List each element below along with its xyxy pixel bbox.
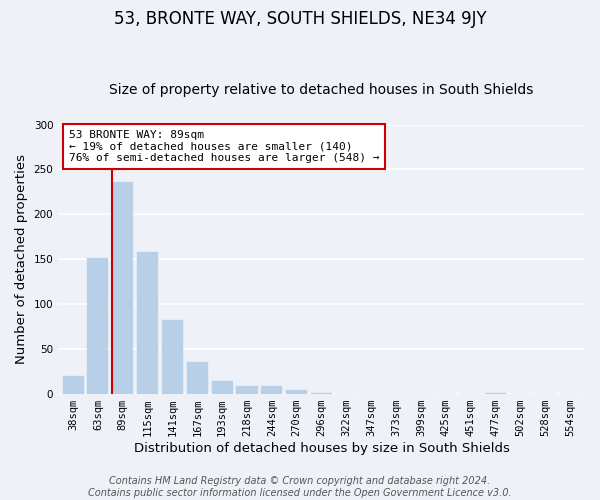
Bar (187, 362, 208, 394)
Bar (262, 386, 283, 394)
Bar (485, 393, 506, 394)
Title: Size of property relative to detached houses in South Shields: Size of property relative to detached ho… (109, 83, 534, 97)
Y-axis label: Number of detached properties: Number of detached properties (15, 154, 28, 364)
Bar (236, 386, 257, 394)
Bar (311, 393, 332, 394)
Text: 53, BRONTE WAY, SOUTH SHIELDS, NE34 9JY: 53, BRONTE WAY, SOUTH SHIELDS, NE34 9JY (113, 10, 487, 28)
Bar (162, 320, 183, 394)
Bar (286, 390, 307, 394)
Bar (62, 376, 83, 394)
Text: 53 BRONTE WAY: 89sqm
← 19% of detached houses are smaller (140)
76% of semi-deta: 53 BRONTE WAY: 89sqm ← 19% of detached h… (69, 130, 379, 163)
X-axis label: Distribution of detached houses by size in South Shields: Distribution of detached houses by size … (134, 442, 509, 455)
Bar (88, 258, 109, 394)
Bar (137, 252, 158, 394)
Text: Contains HM Land Registry data © Crown copyright and database right 2024.
Contai: Contains HM Land Registry data © Crown c… (88, 476, 512, 498)
Bar (112, 182, 133, 394)
Bar (212, 380, 233, 394)
